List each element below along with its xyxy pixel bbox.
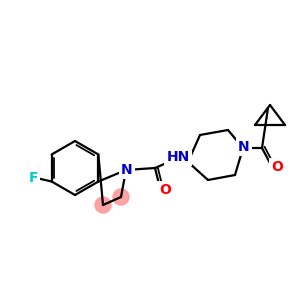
Circle shape <box>113 189 129 205</box>
Text: F: F <box>29 172 38 185</box>
Text: O: O <box>159 183 171 197</box>
Text: N: N <box>121 163 133 177</box>
Text: HN: HN <box>167 150 190 164</box>
Circle shape <box>95 197 111 213</box>
Text: O: O <box>271 160 283 174</box>
Text: N: N <box>238 140 250 154</box>
